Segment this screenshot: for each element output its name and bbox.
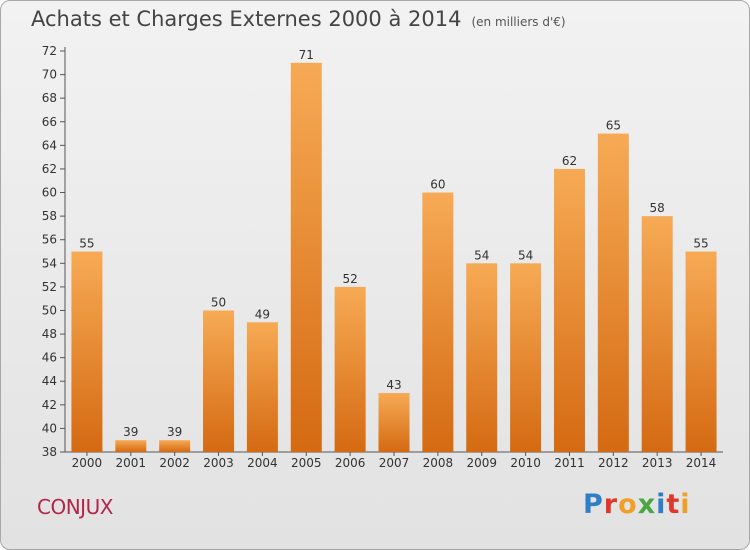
data-label: 49 [255, 307, 270, 321]
x-tick-label: 2013 [642, 456, 673, 470]
y-tick-label: 64 [42, 138, 57, 152]
x-tick-label: 2006 [335, 456, 366, 470]
bar [115, 440, 147, 452]
data-label: 50 [211, 295, 226, 309]
y-tick-label: 46 [42, 351, 57, 365]
x-tick-label: 2012 [598, 456, 629, 470]
bar [641, 216, 673, 452]
data-label: 52 [342, 272, 357, 286]
bar [466, 263, 498, 452]
y-tick-label: 52 [42, 280, 57, 294]
bar [334, 286, 366, 452]
bar [553, 168, 585, 453]
y-tick-label: 50 [42, 303, 57, 317]
x-tick-label: 2005 [291, 456, 322, 470]
town-name: CONJUX [37, 495, 113, 519]
chart-title-text: Achats et Charges Externes 2000 à 2014 [31, 7, 462, 31]
x-tick-label: 2001 [116, 456, 147, 470]
logo-letter: i [680, 489, 691, 520]
data-label: 55 [693, 237, 708, 251]
bar [685, 251, 717, 452]
y-tick-label: 66 [42, 115, 57, 129]
data-label: 65 [606, 119, 621, 133]
bar [71, 251, 103, 452]
x-tick-label: 2000 [72, 456, 103, 470]
y-tick-label: 60 [42, 186, 57, 200]
data-label: 39 [123, 425, 138, 439]
data-label: 54 [474, 248, 489, 262]
y-tick-label: 48 [42, 327, 57, 341]
logo-letter: t [666, 489, 681, 520]
data-label: 43 [386, 378, 401, 392]
logo-letter: r [603, 489, 619, 520]
chart-units: (en milliers d'€) [471, 15, 566, 29]
logo-letter: P [583, 489, 604, 520]
bar [159, 440, 191, 452]
x-tick-label: 2004 [247, 456, 278, 470]
x-tick-label: 2002 [159, 456, 190, 470]
y-tick-label: 44 [42, 374, 57, 388]
data-label: 55 [79, 237, 94, 251]
y-tick-label: 68 [42, 91, 57, 105]
bar [203, 310, 235, 452]
y-tick-label: 40 [42, 421, 57, 435]
bar [378, 393, 410, 452]
bar [246, 322, 278, 452]
y-tick-label: 62 [42, 162, 57, 176]
x-tick-label: 2009 [466, 456, 497, 470]
x-tick-label: 2011 [554, 456, 585, 470]
x-tick-label: 2014 [686, 456, 717, 470]
logo-letter: o [618, 489, 638, 520]
y-tick-label: 72 [42, 44, 57, 58]
proxiti-logo: Proxiti [583, 489, 691, 520]
logo-letter: x [637, 489, 657, 520]
y-tick-label: 38 [42, 445, 57, 459]
bar [510, 263, 542, 452]
y-tick-label: 42 [42, 398, 57, 412]
x-tick-label: 2003 [203, 456, 234, 470]
y-tick-label: 58 [42, 209, 57, 223]
chart-title: Achats et Charges Externes 2000 à 2014 (e… [31, 7, 566, 31]
data-label: 71 [299, 48, 314, 62]
bar [290, 62, 322, 452]
data-label: 60 [430, 178, 445, 192]
y-tick-label: 56 [42, 233, 57, 247]
data-label: 39 [167, 425, 182, 439]
y-tick-label: 70 [42, 68, 57, 82]
bar [422, 192, 454, 452]
x-tick-label: 2007 [379, 456, 410, 470]
data-label: 62 [562, 154, 577, 168]
x-tick-label: 2008 [423, 456, 454, 470]
bar [597, 133, 629, 452]
data-label: 58 [650, 201, 665, 215]
data-label: 54 [518, 248, 533, 262]
x-tick-label: 2010 [510, 456, 541, 470]
logo-letter: i [656, 489, 667, 520]
y-tick-label: 54 [42, 256, 57, 270]
